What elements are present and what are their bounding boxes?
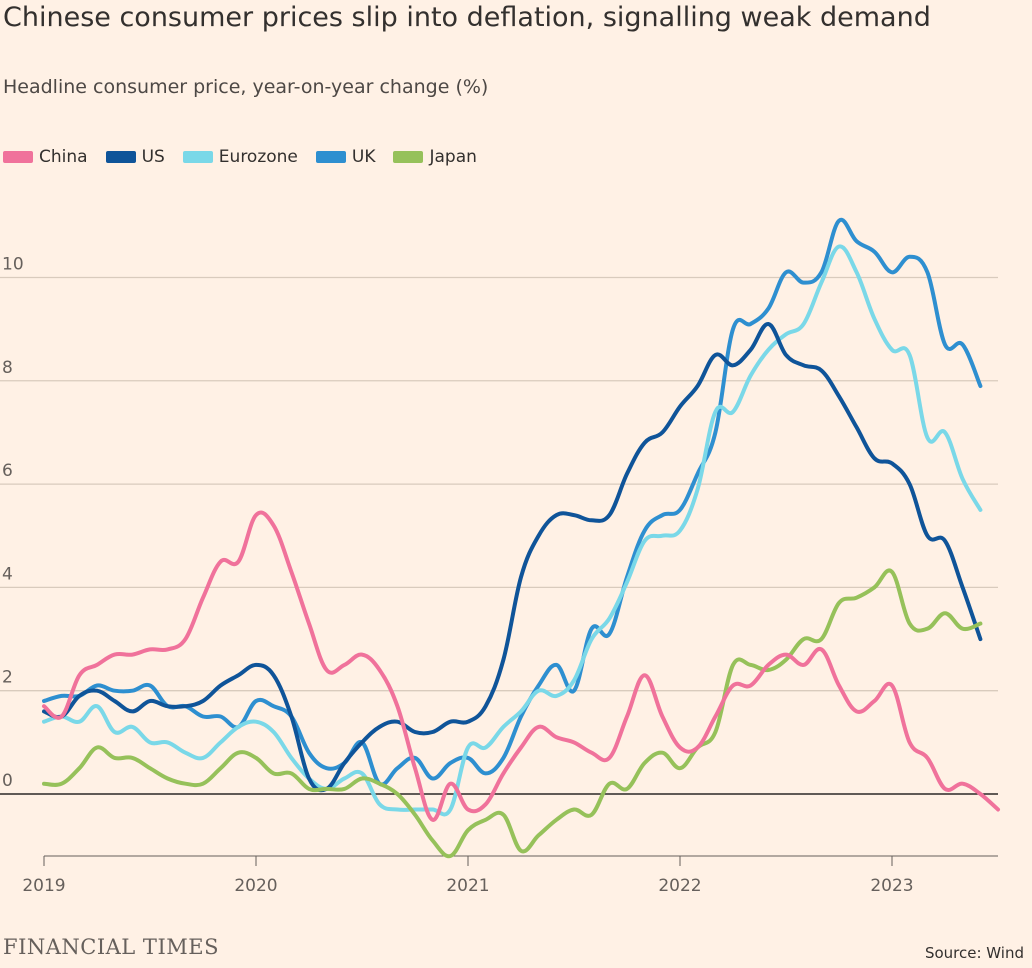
x-tick-label: 2022 [658, 876, 701, 896]
legend-swatch [182, 151, 213, 163]
brand-logo: FINANCIAL TIMES [3, 935, 219, 959]
legend-label: Japan [429, 147, 477, 167]
legend-item-japan: Japan [393, 147, 477, 167]
legend-item-us: US [105, 147, 165, 167]
series-line-uk [42, 217, 983, 787]
legend-label: China [39, 147, 88, 167]
x-tick-label: 2023 [870, 876, 913, 896]
chart-title: Chinese consumer prices slip into deflat… [3, 2, 931, 33]
legend-swatch [3, 151, 33, 163]
x-tick-label: 2019 [22, 876, 65, 896]
source-note: Source: Wind [924, 944, 1024, 962]
legend-label: UK [351, 147, 376, 167]
y-tick-label: 0 [2, 771, 13, 791]
legend-swatch [393, 151, 424, 163]
series-line-china [42, 510, 1000, 822]
y-tick-label: 8 [2, 358, 13, 378]
legend-swatch [315, 151, 346, 163]
legend-label: Eurozone [218, 147, 298, 167]
y-tick-label: 4 [2, 564, 13, 584]
series-line-japan [42, 568, 983, 859]
legend-label: US [141, 147, 165, 167]
legend-item-uk: UK [315, 147, 376, 167]
chart-legend: China US Eurozone UK Japan [3, 147, 477, 167]
y-tick-label: 10 [2, 254, 24, 274]
legend-item-eurozone: Eurozone [182, 147, 298, 167]
series-line-eurozone [42, 244, 983, 817]
x-tick-label: 2021 [446, 876, 489, 896]
x-tick-label: 2020 [234, 876, 277, 896]
series-line-us [42, 322, 983, 793]
y-tick-label: 2 [2, 668, 13, 688]
legend-swatch [105, 151, 136, 163]
legend-item-china: China [3, 147, 88, 167]
chart-subtitle: Headline consumer price, year-on-year ch… [3, 76, 489, 98]
y-tick-label: 6 [2, 461, 13, 481]
